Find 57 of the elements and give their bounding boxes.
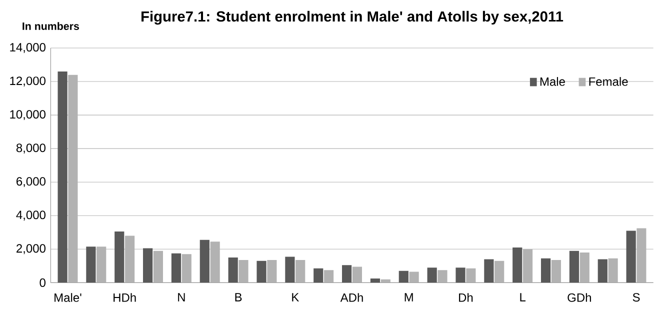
bar xyxy=(86,246,96,283)
bar xyxy=(484,259,494,283)
bar xyxy=(551,260,561,283)
legend-label: Female xyxy=(589,77,628,86)
bar xyxy=(352,266,362,283)
bar xyxy=(296,260,306,283)
x-tick-label: ADh xyxy=(340,293,363,302)
y-tick-label: 8,000 xyxy=(16,144,46,154)
bar xyxy=(456,268,466,283)
x-tick-label: K xyxy=(292,293,300,302)
bar xyxy=(398,270,408,283)
y-tick-label: 14,000 xyxy=(10,43,46,53)
x-tick-label: B xyxy=(235,293,242,302)
bar xyxy=(171,253,182,283)
bar xyxy=(342,265,352,283)
bar xyxy=(58,71,68,283)
x-tick-label: N xyxy=(178,293,185,302)
bar xyxy=(438,270,448,283)
x-tick-label: L xyxy=(520,293,526,302)
bar xyxy=(466,268,476,283)
chart-title: Figure7.1: Student enrolment in Male' and Atolls by sex,2011 xyxy=(142,10,564,25)
bar xyxy=(228,258,238,283)
bar xyxy=(512,247,522,283)
bar xyxy=(569,250,580,283)
x-tick-label: M xyxy=(404,293,413,302)
bar xyxy=(182,254,192,283)
y-tick-label: 4,000 xyxy=(16,210,46,221)
x-tick-label: GDh xyxy=(568,293,591,302)
bar xyxy=(540,258,551,283)
bar xyxy=(427,268,437,283)
y-axis-title: In numbers xyxy=(22,22,79,30)
bar xyxy=(143,248,153,283)
y-tick-label: 6,000 xyxy=(16,177,46,188)
y-tick-label: 2,000 xyxy=(16,244,46,254)
bar xyxy=(114,232,124,283)
bar xyxy=(200,240,210,283)
x-tick-label: Male' xyxy=(54,293,82,302)
bar xyxy=(256,260,266,283)
bar xyxy=(598,259,608,283)
bar xyxy=(626,230,636,283)
bar xyxy=(608,258,618,283)
x-tick-label: HDh xyxy=(114,293,136,302)
bar xyxy=(409,272,419,283)
bar xyxy=(285,256,295,283)
bar xyxy=(580,252,590,283)
bar xyxy=(494,260,504,283)
x-tick-label: Dh xyxy=(459,293,473,302)
y-tick-label: 12,000 xyxy=(10,76,46,86)
bar xyxy=(238,260,248,283)
legend-label: Male xyxy=(540,77,565,86)
bar xyxy=(370,278,380,283)
bar xyxy=(314,268,324,283)
y-tick-label: 0 xyxy=(40,278,46,287)
x-tick-label: S xyxy=(632,293,640,302)
bar xyxy=(324,270,334,283)
y-tick-label: 10,000 xyxy=(10,110,46,120)
bar xyxy=(267,260,277,283)
